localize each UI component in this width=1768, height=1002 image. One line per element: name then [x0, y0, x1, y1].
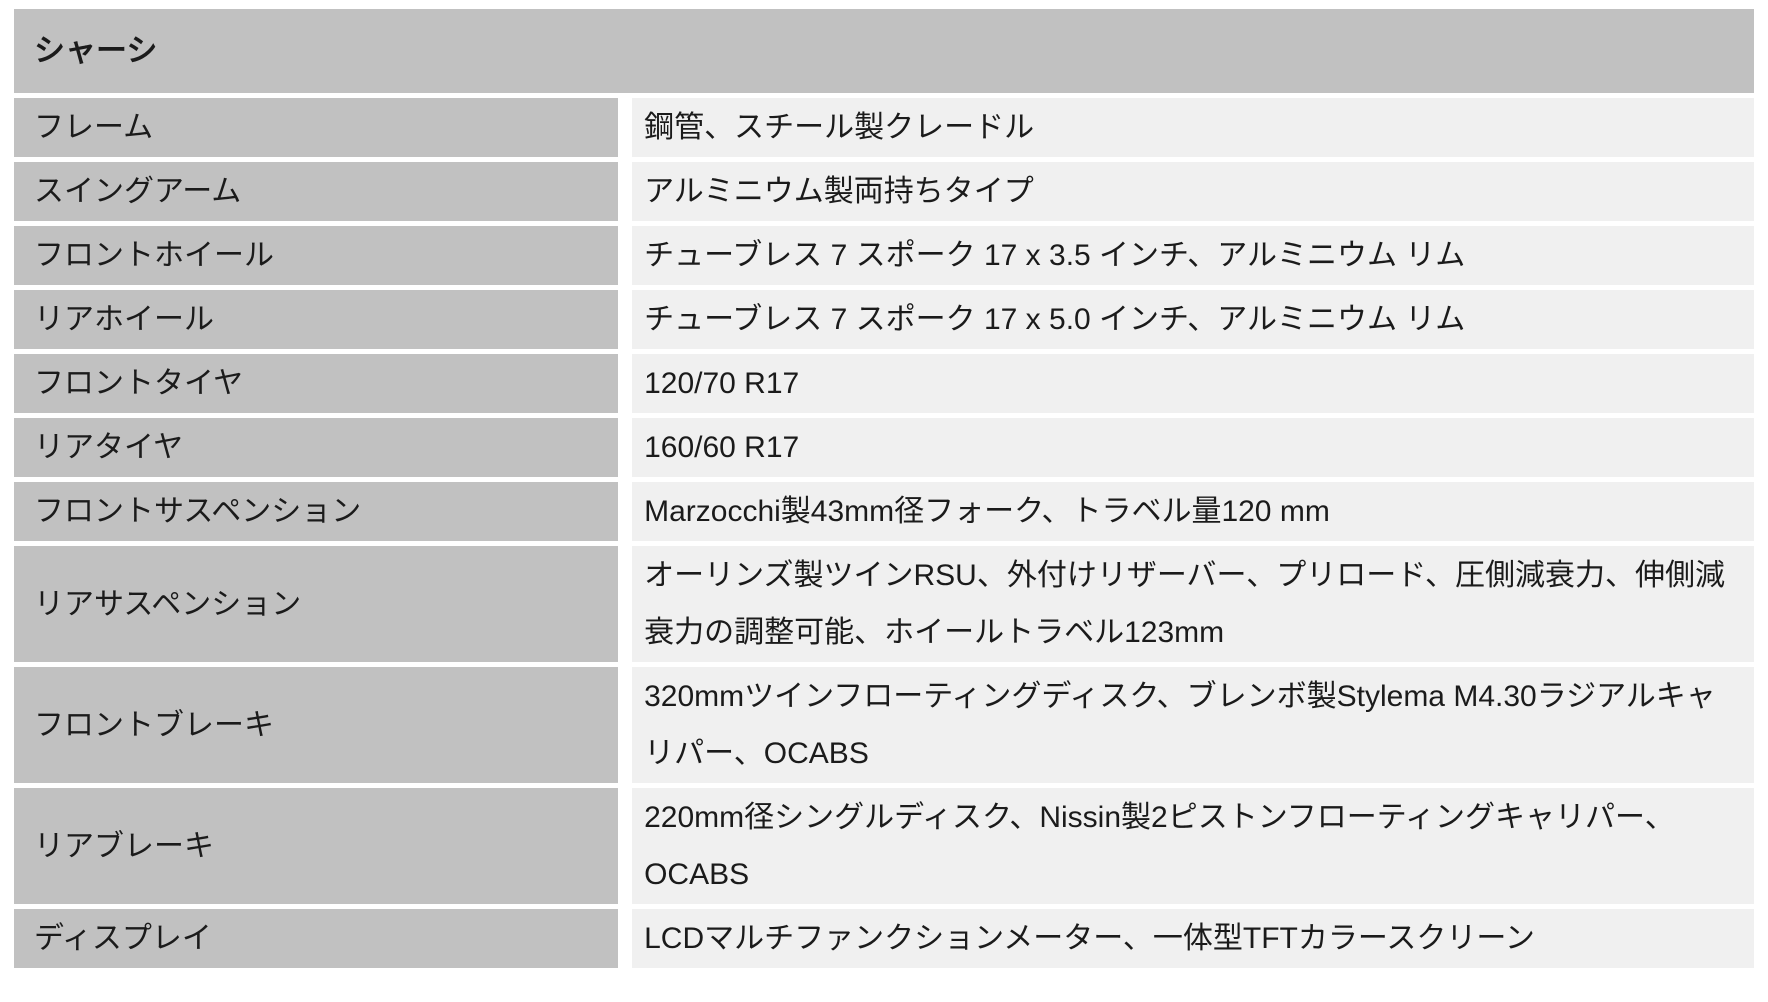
spec-value: 220mm径シングルディスク、Nissin製2ピストンフローティングキャリパー、…	[632, 788, 1754, 904]
spec-value: オーリンズ製ツインRSU、外付けリザーバー、プリロード、圧側減衰力、伸側減衰力の…	[632, 546, 1754, 662]
spec-label: フロントサスペンション	[14, 482, 619, 541]
spec-label: リアホイール	[14, 290, 619, 349]
spec-value: 鋼管、スチール製クレードル	[632, 98, 1754, 157]
spec-row: ディスプレイ LCDマルチファンクションメーター、一体型TFTカラースクリーン	[14, 909, 1754, 968]
spec-row: リアブレーキ 220mm径シングルディスク、Nissin製2ピストンフローティン…	[14, 788, 1754, 904]
spec-value: LCDマルチファンクションメーター、一体型TFTカラースクリーン	[632, 909, 1754, 968]
spec-row: リアホイール チューブレス 7 スポーク 17 x 5.0 インチ、アルミニウム…	[14, 290, 1754, 349]
spec-row: スイングアーム アルミニウム製両持ちタイプ	[14, 162, 1754, 221]
spec-value: Marzocchi製43mm径フォーク、トラベル量120 mm	[632, 482, 1754, 541]
spec-label: ディスプレイ	[14, 909, 619, 968]
section-header-row: シャーシ	[14, 9, 1754, 93]
spec-row: フレーム 鋼管、スチール製クレードル	[14, 98, 1754, 157]
spec-row: リアタイヤ 160/60 R17	[14, 418, 1754, 477]
spec-label: スイングアーム	[14, 162, 619, 221]
spec-label: フロントホイール	[14, 226, 619, 285]
spec-value: チューブレス 7 スポーク 17 x 5.0 インチ、アルミニウム リム	[632, 290, 1754, 349]
spec-label: フレーム	[14, 98, 619, 157]
spec-row: フロントサスペンション Marzocchi製43mm径フォーク、トラベル量120…	[14, 482, 1754, 541]
section-title: シャーシ	[14, 9, 1754, 93]
spec-row: フロントホイール チューブレス 7 スポーク 17 x 3.5 インチ、アルミニ…	[14, 226, 1754, 285]
spec-label: リアタイヤ	[14, 418, 619, 477]
spec-value: チューブレス 7 スポーク 17 x 3.5 インチ、アルミニウム リム	[632, 226, 1754, 285]
spec-value: 320mmツインフローティングディスク、ブレンボ製Stylema M4.30ラジ…	[632, 667, 1754, 783]
spec-value: アルミニウム製両持ちタイプ	[632, 162, 1754, 221]
spec-row: フロントタイヤ 120/70 R17	[14, 354, 1754, 413]
chassis-spec-table: シャーシ フレーム 鋼管、スチール製クレードル スイングアーム アルミニウム製両…	[0, 4, 1768, 973]
spec-label: フロントブレーキ	[14, 667, 619, 783]
spec-value: 160/60 R17	[632, 418, 1754, 477]
spec-label: リアブレーキ	[14, 788, 619, 904]
spec-sheet: シャーシ フレーム 鋼管、スチール製クレードル スイングアーム アルミニウム製両…	[0, 4, 1768, 973]
spec-value: 120/70 R17	[632, 354, 1754, 413]
spec-label: リアサスペンション	[14, 546, 619, 662]
spec-row: リアサスペンション オーリンズ製ツインRSU、外付けリザーバー、プリロード、圧側…	[14, 546, 1754, 662]
spec-row: フロントブレーキ 320mmツインフローティングディスク、ブレンボ製Stylem…	[14, 667, 1754, 783]
spec-label: フロントタイヤ	[14, 354, 619, 413]
